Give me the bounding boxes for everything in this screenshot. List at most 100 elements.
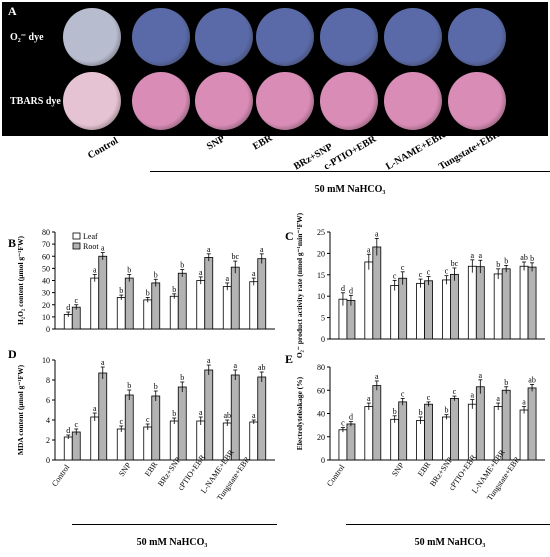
bar-c-leaf-3: [390, 285, 400, 340]
sig-letter-e-root-5: c: [453, 387, 457, 396]
bar-c-root-4: [424, 280, 433, 340]
y-tick-label-b-1: 10: [42, 313, 50, 322]
tbars-dish-6: [384, 72, 442, 130]
bar-b-root-2: [98, 255, 108, 330]
y-tick-label-b-2: 20: [42, 301, 50, 310]
y-tick-label-d-0: 0: [46, 456, 50, 465]
bar-b-leaf-4: [143, 299, 153, 330]
sig-letter-c-root-3: c: [401, 263, 405, 272]
sig-letter-c-leaf-1: d: [341, 284, 345, 293]
bar-c-leaf-8: [519, 265, 529, 340]
tbars-dish-4: [256, 72, 314, 130]
bar-b-leaf-2: [90, 277, 100, 330]
o2-dish-6: [384, 8, 442, 66]
panel-letter-d: D: [8, 347, 17, 361]
sig-letter-e-root-3: c: [401, 389, 405, 398]
y-tick-label-c-4: 20: [317, 249, 325, 258]
bar-c-leaf-7: [493, 273, 503, 340]
y-tick-label-d-1: 2: [46, 436, 50, 445]
bar-c-leaf-2: [364, 261, 374, 340]
sig-letter-b-root-5: b: [180, 261, 184, 270]
y-tick-label-b-7: 70: [42, 240, 50, 249]
y-tick-label-b-0: 0: [46, 325, 50, 334]
sig-letter-b-root-1: c: [74, 296, 78, 305]
y-tick-label-d-5: 10: [42, 356, 50, 365]
sig-letter-b-root-3: b: [127, 265, 131, 274]
o2-dish-3: [195, 8, 253, 66]
nahco3-underline-top: [150, 171, 550, 172]
bar-b-root-1: [71, 306, 81, 330]
tbars-dish-1: [63, 72, 121, 130]
y-axis-label-b: H₂O₂ content (μmol g⁻¹FW): [16, 236, 25, 325]
sig-letter-c-root-7: b: [504, 256, 508, 265]
sig-letter-b-leaf-2: a: [93, 265, 97, 274]
y-tick-label-c-5: 25: [317, 228, 325, 237]
sig-letter-d-leaf-7: ab: [223, 411, 231, 420]
sig-letter-c-leaf-4: c: [419, 270, 423, 279]
bar-b-leaf-6: [196, 280, 206, 330]
sig-letter-c-leaf-3: c: [393, 271, 397, 280]
bar-e-root-1: [346, 423, 356, 461]
sig-letter-b-leaf-5: b: [172, 285, 176, 294]
o2-dye-label: O₂⁻ dye: [10, 32, 44, 43]
bar-e-root-2: [372, 385, 382, 461]
nahco3-note-right: 50 mM NaHCO₃: [414, 537, 486, 548]
sig-letter-b-root-6: a: [207, 245, 211, 254]
y-tick-label-b-8: 80: [42, 228, 50, 237]
sig-letter-e-leaf-6: a: [471, 391, 475, 400]
y-tick-label-e-3: 60: [317, 386, 325, 395]
y-tick-label-e-0: 0: [321, 456, 325, 465]
sig-letter-e-leaf-2: a: [367, 394, 371, 403]
bar-d-leaf-8: [249, 421, 259, 461]
y-axis-label-e: Electrolyteleakage (%): [295, 376, 304, 450]
bar-d-root-4: [151, 395, 161, 461]
y-tick-label-c-2: 10: [317, 292, 325, 301]
sig-letter-c-leaf-2: a: [367, 245, 371, 254]
bar-e-leaf-8: [519, 409, 529, 461]
o2-dish-4: [256, 8, 314, 66]
nahco3-underline-right: [346, 524, 550, 525]
panel-letter-a: A: [8, 4, 17, 18]
sig-letter-d-root-5: b: [180, 373, 184, 382]
tbars-dish-3: [195, 72, 253, 130]
sig-letter-b-leaf-4: b: [146, 288, 150, 297]
bar-d-root-3: [124, 394, 134, 461]
bar-c-leaf-4: [416, 282, 425, 340]
dye-photo-panel: [2, 2, 548, 136]
y-tick-label-c-3: 15: [317, 271, 325, 280]
sig-letter-d-root-7: a: [233, 361, 237, 370]
sig-letter-e-root-2: a: [375, 372, 379, 381]
sig-letter-d-root-1: c: [74, 420, 78, 429]
y-tick-label-d-4: 8: [46, 376, 50, 385]
sig-letter-d-leaf-1: d: [66, 426, 70, 435]
sig-letter-d-root-4: b: [154, 382, 158, 391]
bar-d-leaf-4: [143, 426, 153, 461]
bar-e-root-8: [527, 387, 537, 461]
sig-letter-d-leaf-8: a: [252, 411, 256, 420]
bar-d-leaf-1: [63, 436, 73, 461]
y-axis-label-c: O₂⁻ product activity rate (nmol g⁻¹min⁻¹…: [295, 212, 304, 358]
y-axis-label-d: MDA content (μmol g⁻¹FW): [16, 364, 25, 455]
o2-dish-7: [448, 8, 506, 66]
panel-letter-e: E: [285, 352, 293, 366]
bar-e-leaf-3: [390, 418, 400, 461]
bar-e-leaf-1: [338, 429, 348, 461]
sig-letter-e-root-6: a: [479, 371, 483, 380]
bar-b-root-7: [230, 266, 240, 330]
sig-letter-d-root-3: b: [127, 381, 131, 390]
bar-b-root-6: [204, 257, 214, 330]
bar-e-root-3: [398, 401, 408, 461]
sig-letter-c-root-4: c: [427, 268, 431, 277]
bar-e-leaf-2: [364, 406, 374, 461]
sig-letter-d-root-2: a: [101, 358, 105, 367]
legend-label-leaf: Leaf: [83, 232, 98, 241]
panel-letter-b: B: [8, 236, 16, 250]
bar-c-root-1: [346, 300, 356, 340]
sig-letter-c-root-6: a: [479, 251, 483, 260]
bar-d-root-6: [204, 369, 214, 461]
legend-swatch-leaf: [72, 232, 81, 240]
bar-c-root-7: [501, 268, 511, 340]
bar-e-leaf-6: [467, 403, 477, 461]
bar-b-leaf-7: [222, 286, 232, 330]
